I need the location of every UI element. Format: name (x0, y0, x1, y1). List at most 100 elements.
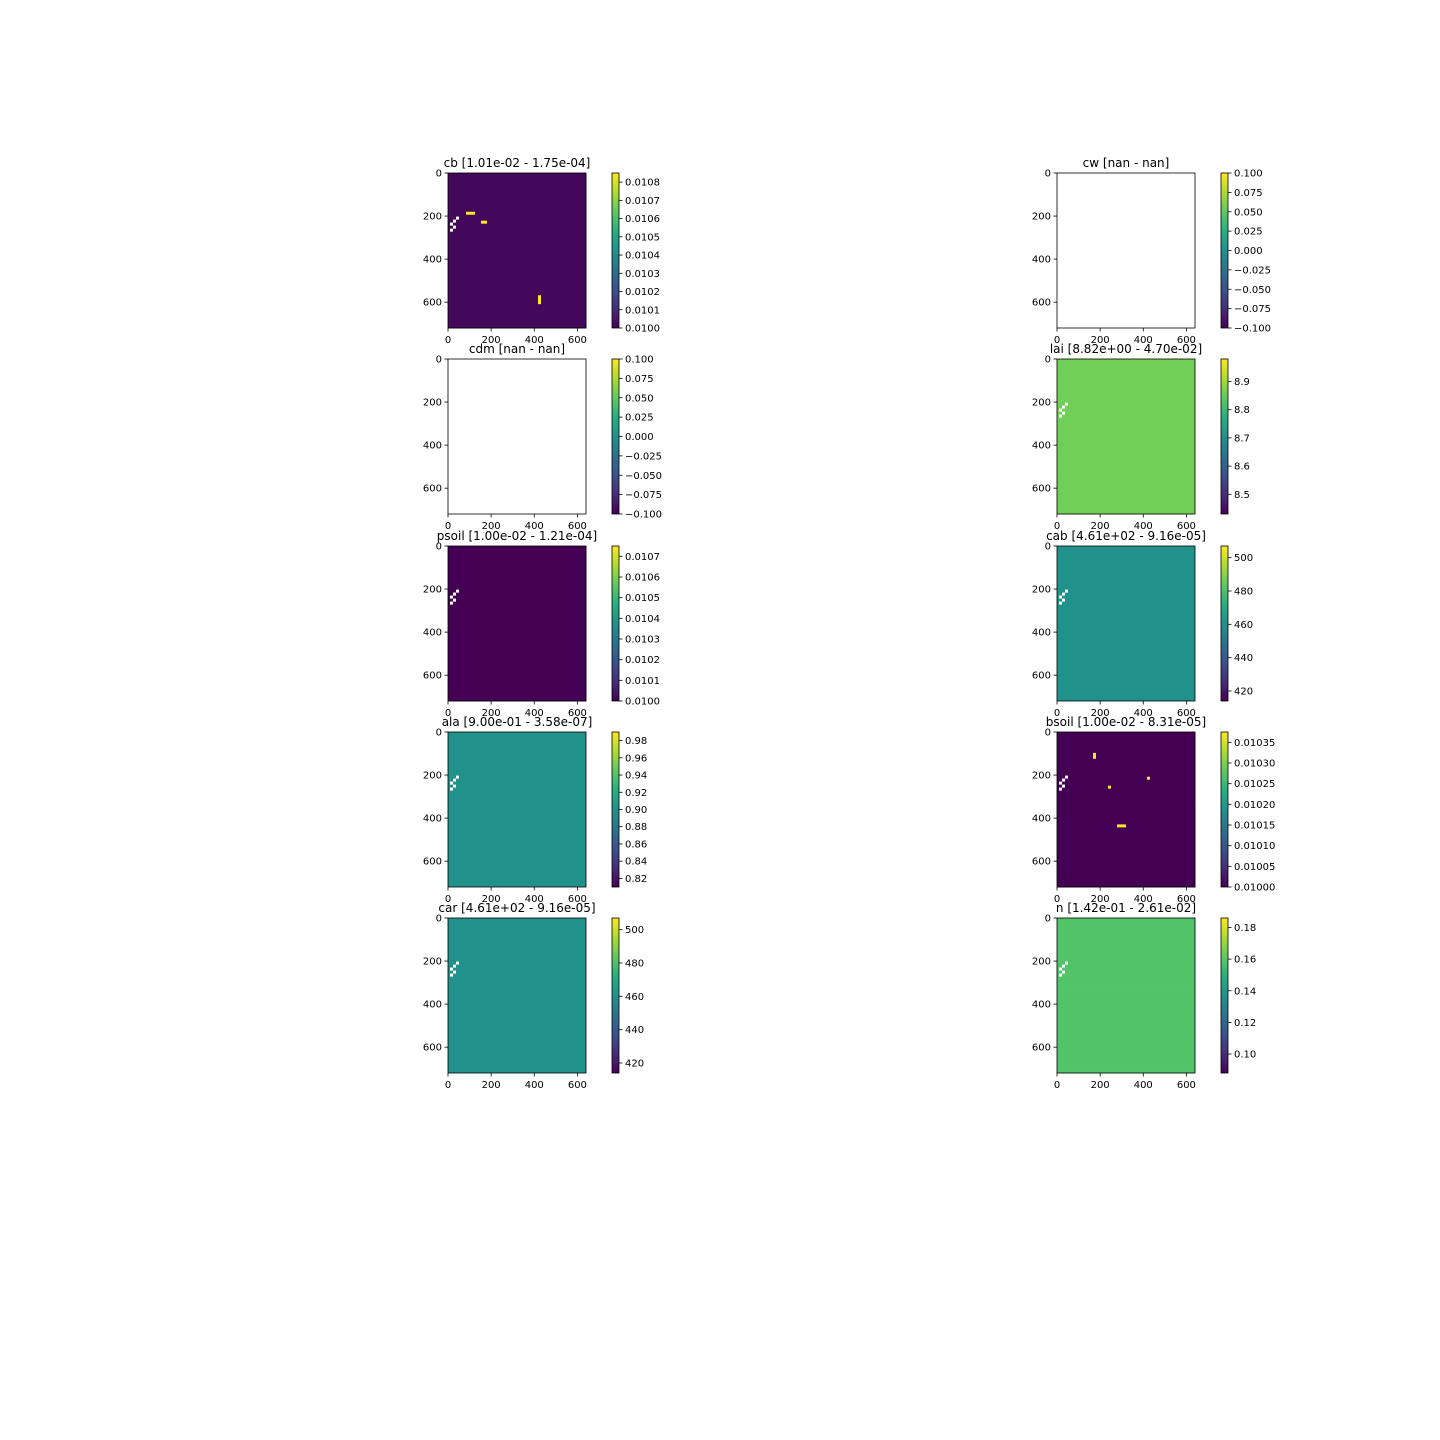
heatmap-cell (544, 238, 548, 242)
heatmap-cell (1147, 391, 1151, 396)
heatmap-cell (577, 173, 581, 177)
heatmap-cell (1132, 490, 1136, 494)
heatmap-cell (565, 313, 569, 317)
heatmap-cell (1069, 361, 1073, 366)
heatmap-cell (457, 307, 461, 311)
heatmap-cell (1189, 451, 1193, 455)
heatmap-cell (1192, 388, 1196, 393)
heatmap-cell (1084, 448, 1088, 452)
heatmap-cell (532, 262, 536, 266)
heatmap-cell (514, 196, 518, 201)
heatmap-cell (529, 214, 533, 219)
heatmap-cell (571, 289, 575, 293)
heatmap-cell (1084, 511, 1088, 515)
heatmap-cell (1057, 451, 1061, 455)
heatmap-cell (1192, 484, 1196, 488)
heatmap-cell (1144, 376, 1148, 381)
heatmap-cell (541, 173, 545, 177)
heatmap-cell (538, 181, 542, 186)
heatmap-cell (1180, 433, 1184, 437)
heatmap-cell (580, 211, 584, 216)
heatmap-cell (1075, 460, 1079, 464)
heatmap-cell (475, 214, 479, 219)
heatmap-cell (1126, 424, 1130, 428)
heatmap-cell (1060, 439, 1064, 443)
heatmap-cell (1168, 364, 1172, 369)
heatmap-cell (1120, 475, 1124, 479)
heatmap-cell (1153, 361, 1157, 366)
heatmap-cell (562, 274, 566, 278)
heatmap-cell (535, 289, 539, 293)
heatmap-cell (1156, 496, 1160, 500)
heatmap-cell (1060, 466, 1064, 470)
heatmap-cell (472, 298, 476, 302)
heatmap-cell (460, 322, 464, 326)
heatmap-cell (478, 307, 482, 311)
panel-title: lai [8.82e+00 - 4.70e-02] (1050, 342, 1202, 356)
heatmap-cell (1192, 406, 1196, 411)
heatmap-cell (1165, 367, 1169, 372)
heatmap-cell (463, 250, 467, 254)
heatmap-cell (451, 193, 455, 198)
heatmap-cell (1174, 373, 1178, 378)
heatmap-cell (568, 181, 572, 186)
heatmap-cell (1162, 496, 1166, 500)
heatmap-cell (1159, 499, 1163, 503)
heatmap-cell (505, 232, 509, 236)
heatmap-cell (1114, 382, 1118, 387)
heatmap-cell (1192, 472, 1196, 476)
heatmap-cell (1183, 499, 1187, 503)
heatmap-cell (1090, 415, 1094, 420)
heatmap-cell (1174, 448, 1178, 452)
heatmap-cell (520, 205, 524, 210)
heatmap-cell (1141, 359, 1145, 363)
heatmap-cell (1087, 451, 1091, 455)
heatmap-cell (1087, 370, 1091, 375)
heatmap-cell (487, 289, 491, 293)
heatmap-cell (541, 289, 545, 293)
heatmap-cell (1066, 454, 1070, 458)
heatmap-cell (562, 298, 566, 302)
heatmap-cell (577, 178, 581, 183)
heatmap-cell (490, 184, 494, 189)
heatmap-cell (508, 301, 512, 305)
heatmap-cell (484, 214, 488, 219)
heatmap-cell (475, 173, 479, 177)
heatmap-cell (511, 214, 515, 219)
heatmap-cell (478, 202, 482, 207)
heatmap-cell (544, 205, 548, 210)
heatmap-cell (1153, 394, 1157, 399)
heatmap-cell (505, 199, 509, 204)
heatmap-cell (553, 226, 557, 231)
heatmap-cell (547, 173, 551, 177)
heatmap-cell (505, 193, 509, 198)
heatmap-cell (1120, 373, 1124, 378)
heatmap-cell (490, 265, 494, 269)
heatmap-cell (1180, 481, 1184, 485)
heatmap-cell (544, 173, 548, 177)
heatmap-cell (1084, 436, 1088, 440)
heatmap-cell (463, 280, 467, 284)
heatmap-cell (1162, 424, 1166, 428)
heatmap-cell (529, 232, 533, 236)
nan-gap (453, 219, 456, 223)
heatmap-cell (1087, 418, 1091, 422)
heatmap-cell (1108, 445, 1112, 449)
heatmap-cell (1099, 388, 1103, 393)
heatmap-cell (481, 244, 485, 248)
heatmap-cell (547, 253, 551, 257)
heatmap-cell (1057, 445, 1061, 449)
heatmap-cell (517, 265, 521, 269)
heatmap-cell (481, 304, 485, 308)
heatmap-cell (1156, 376, 1160, 381)
heatmap-cell (448, 304, 452, 308)
heatmap-cell (1135, 379, 1139, 384)
heatmap-cell (1165, 505, 1169, 509)
heatmap-cell (493, 316, 497, 320)
heatmap-cell (583, 226, 587, 231)
heatmap-cell (1063, 472, 1067, 476)
heatmap-cell (541, 226, 545, 231)
heatmap-cell (1162, 445, 1166, 449)
heatmap-cell (1129, 493, 1133, 497)
heatmap-cell (1168, 379, 1172, 384)
